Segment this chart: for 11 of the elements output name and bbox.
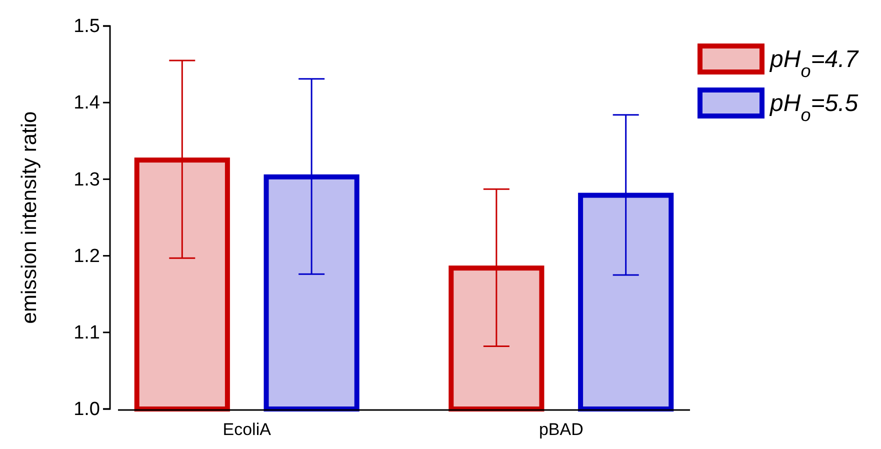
- y-tick-label: 1.3: [74, 169, 100, 190]
- x-tick-label: pBAD: [538, 420, 584, 440]
- x-tick-label: EcoliA: [222, 420, 272, 440]
- legend-label: pH$_{o}$=4.7: [769, 46, 860, 81]
- y-axis-title: emission intensity ratio: [18, 111, 41, 324]
- y-tick-label: 1.4: [74, 92, 100, 114]
- y-tick-label: 1.2: [74, 246, 100, 267]
- y-tick-label: 1.5: [74, 16, 100, 38]
- y-tick-label: 1.0: [74, 399, 100, 420]
- y-tick-label: 1.1: [74, 322, 100, 344]
- legend-label: pH$_{o}$=5.5: [769, 90, 859, 125]
